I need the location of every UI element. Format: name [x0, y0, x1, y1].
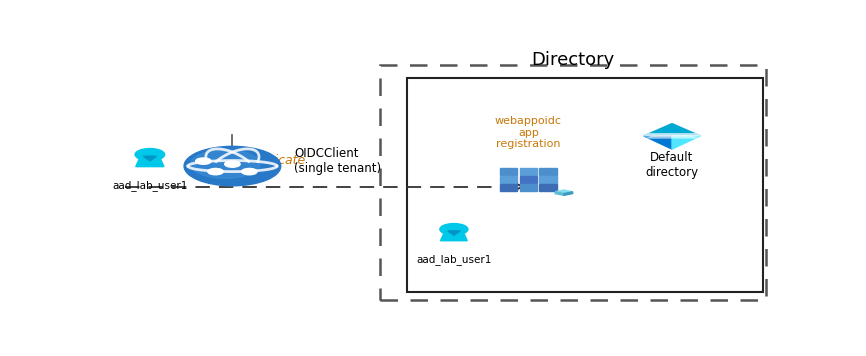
- Polygon shape: [441, 231, 468, 241]
- Bar: [380, 65, 766, 300]
- Polygon shape: [672, 136, 701, 149]
- Bar: [500, 176, 517, 183]
- Text: webappoidc
app
registration: webappoidc app registration: [494, 116, 562, 149]
- Circle shape: [224, 161, 240, 167]
- Bar: [407, 78, 763, 292]
- Polygon shape: [143, 156, 157, 161]
- Bar: [520, 176, 537, 183]
- Circle shape: [208, 168, 223, 175]
- Bar: [540, 176, 557, 183]
- Polygon shape: [555, 192, 564, 195]
- Polygon shape: [555, 190, 572, 194]
- Polygon shape: [647, 136, 697, 138]
- Circle shape: [184, 146, 281, 186]
- Bar: [540, 168, 557, 175]
- Text: Authenticate: Authenticate: [226, 155, 306, 167]
- Polygon shape: [643, 124, 701, 136]
- Text: Directory: Directory: [532, 51, 615, 69]
- Polygon shape: [448, 231, 460, 235]
- Text: Default
directory: Default directory: [645, 151, 699, 179]
- Circle shape: [440, 224, 468, 235]
- Text: aad_lab_user1: aad_lab_user1: [417, 254, 492, 265]
- Bar: [540, 184, 557, 192]
- Polygon shape: [136, 156, 164, 167]
- Bar: [520, 168, 537, 175]
- Polygon shape: [643, 134, 701, 136]
- Circle shape: [242, 168, 257, 175]
- Bar: [500, 168, 517, 175]
- Polygon shape: [564, 192, 572, 195]
- Text: OIDCClient
(single tenant): OIDCClient (single tenant): [294, 147, 381, 174]
- Bar: [500, 184, 517, 192]
- Bar: [520, 184, 537, 192]
- Polygon shape: [643, 136, 672, 149]
- Circle shape: [191, 150, 260, 178]
- Circle shape: [135, 148, 165, 161]
- Text: aad_lab_user1: aad_lab_user1: [113, 180, 188, 191]
- Circle shape: [196, 158, 211, 164]
